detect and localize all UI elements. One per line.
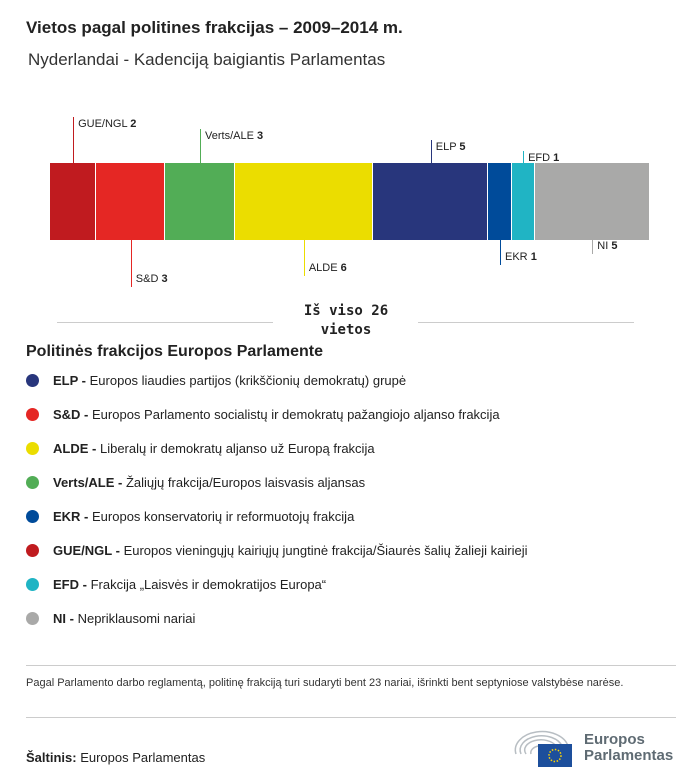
legend-item: EKR - Europos konservatorių ir reformuot…	[26, 509, 354, 524]
legend-item: ELP - Europos liaudies partijos (krikšči…	[26, 373, 406, 388]
legend-text: Žaliųjų frakcija/Europos laisvasis aljan…	[125, 475, 366, 490]
bar-segment-sd	[96, 163, 166, 240]
segment-label: EKR 1	[505, 251, 537, 263]
legend-abbr: GUE/NGL -	[53, 543, 120, 558]
legend-color-dot	[26, 612, 39, 625]
parliament-hemicycle-icon	[514, 730, 572, 767]
source: Šaltinis: Europos Parlamentas	[26, 750, 205, 765]
bar-segment-efd	[511, 163, 535, 240]
segment-label: S&D 3	[135, 273, 168, 285]
legend-item: EFD - Frakcija „Laisvės ir demokratijos …	[26, 577, 326, 592]
legend-color-dot	[26, 374, 39, 387]
divider-left	[57, 322, 273, 323]
bar-segment-ekr	[488, 163, 512, 240]
legend-abbr: ELP -	[53, 373, 86, 388]
legend-abbr: Verts/ALE -	[53, 475, 123, 490]
leader-line	[200, 129, 201, 163]
legend-title: Politinės frakcijos Europos Parlamente	[26, 343, 323, 360]
divider	[26, 717, 676, 718]
chart-title: Vietos pagal politines frakcijas – 2009–…	[26, 18, 403, 37]
leader-line	[130, 240, 132, 287]
legend-text: Europos Parlamento socialistų ir demokra…	[92, 407, 500, 422]
divider	[26, 665, 676, 666]
legend-item: Verts/ALE - Žaliųjų frakcija/Europos lai…	[26, 475, 365, 490]
legend-color-dot	[26, 510, 39, 523]
segment-label: EFD 1	[528, 152, 560, 164]
leader-line	[303, 240, 305, 276]
legend-item: S&D - Europos Parlamento socialistų ir d…	[26, 407, 500, 422]
leader-line	[592, 240, 594, 254]
source-value: Europos Parlamentas	[80, 750, 206, 765]
segment-label: ALDE 6	[308, 262, 347, 274]
legend-item: NI - Nepriklausomi nariai	[26, 611, 195, 626]
leader-line	[73, 117, 75, 163]
chart-subtitle: Nyderlandai - Kadenciją baigiantis Parla…	[28, 50, 386, 69]
source-label: Šaltinis:	[26, 750, 77, 765]
legend-abbr: S&D -	[53, 407, 89, 422]
legend-color-dot	[26, 442, 39, 455]
logo-line2: Parlamentas	[584, 747, 674, 764]
legend-color-dot	[26, 578, 39, 591]
legend-abbr: EFD -	[53, 577, 87, 592]
segment-label: GUE/NGL 2	[78, 118, 137, 130]
footnote: Pagal Parlamento darbo reglamentą, polit…	[26, 677, 624, 689]
segment-label: NI 5	[597, 240, 618, 252]
leader-line	[500, 240, 501, 265]
logo-line1: Europos	[584, 731, 645, 748]
leader-line	[523, 151, 525, 163]
bar-segment-elp	[373, 163, 489, 240]
segment-label: Verts/ALE 3	[205, 130, 264, 142]
legend-item: ALDE - Liberalų ir demokratų aljanso už …	[26, 441, 375, 456]
leader-line	[430, 140, 432, 163]
legend-abbr: ALDE -	[53, 441, 97, 456]
legend-item: GUE/NGL - Europos vieningųjų kairiųjų ju…	[26, 543, 528, 558]
legend-abbr: EKR -	[53, 509, 89, 524]
legend-text: Europos vieningųjų kairiųjų jungtinė fra…	[123, 543, 528, 558]
legend-abbr: NI -	[53, 611, 74, 626]
bar-segment-guengl	[50, 163, 97, 240]
legend-color-dot	[26, 544, 39, 557]
bar-segment-alde	[234, 163, 374, 240]
total-line2: vietos	[320, 322, 372, 338]
seat-bar	[50, 163, 650, 240]
legend-text: Liberalų ir demokratų aljanso už Europą …	[99, 441, 375, 456]
legend-text: Europos liaudies partijos (krikščionių d…	[89, 373, 407, 388]
legend-color-dot	[26, 476, 39, 489]
divider-right	[418, 322, 634, 323]
legend-text: Frakcija „Laisvės ir demokratijos Europa…	[90, 577, 327, 592]
total-line1: Iš viso 26	[303, 303, 389, 319]
ep-logo: Europos Parlamentas	[512, 728, 673, 768]
legend-text: Nepriklausomi nariai	[77, 611, 196, 626]
segment-label: ELP 5	[435, 141, 466, 153]
bar-segment-vertsale	[165, 163, 235, 240]
total-seats-label: Iš viso 26 vietos	[274, 302, 418, 340]
legend-text: Europos konservatorių ir reformuotojų fr…	[92, 509, 355, 524]
legend-color-dot	[26, 408, 39, 421]
bar-segment-ni	[534, 163, 650, 240]
